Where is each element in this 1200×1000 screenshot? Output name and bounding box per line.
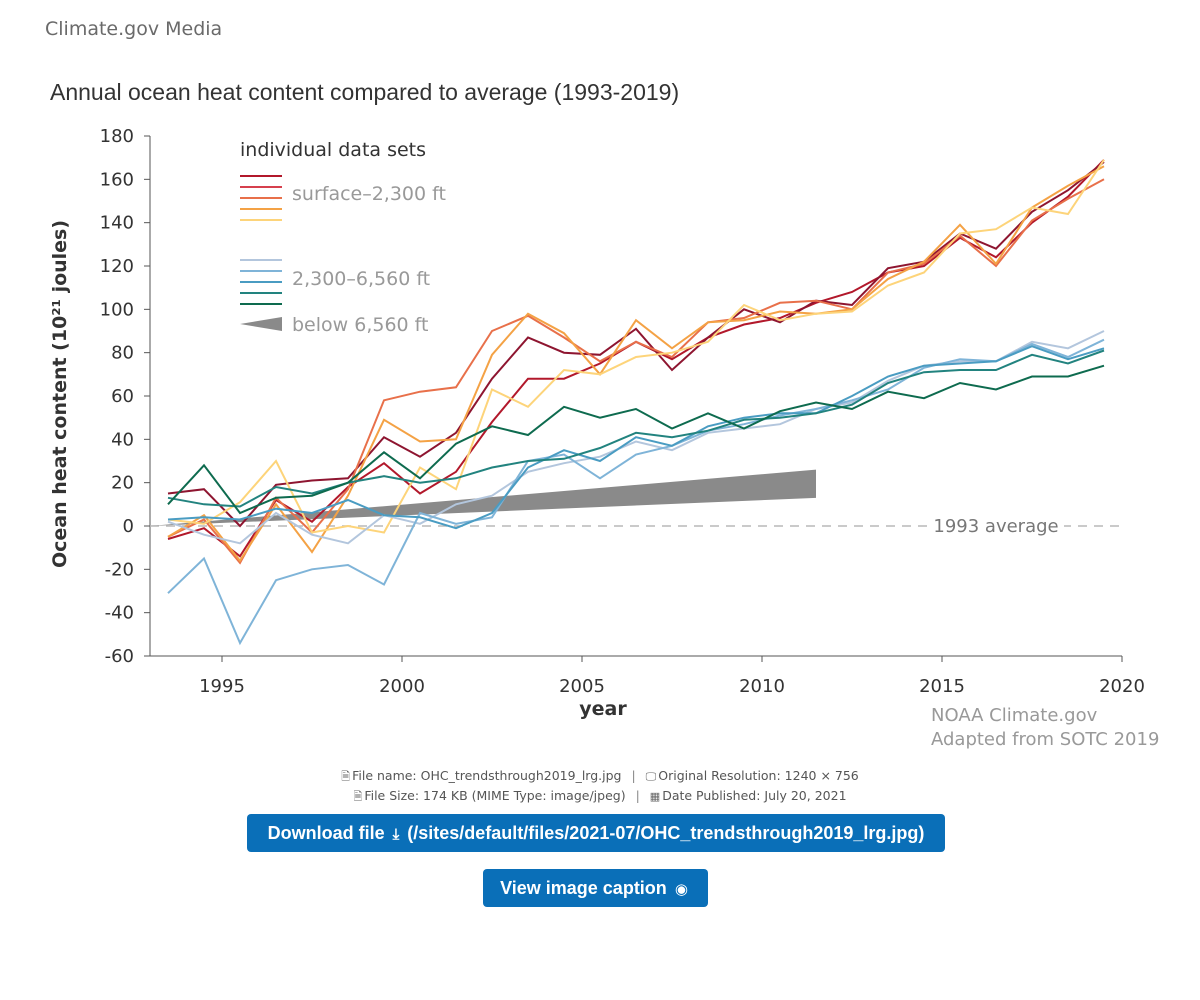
legend-heading: individual data sets: [240, 139, 426, 161]
file-size: File Size: 174 KB (MIME Type: image/jpeg…: [364, 788, 626, 803]
file-info-row-2: 🗎 File Size: 174 KB (MIME Type: image/jpe…: [0, 788, 1200, 807]
x-tick-label: 2015: [919, 676, 965, 697]
baseline-label: 1993 average: [933, 516, 1058, 537]
y-tick-label: 20: [111, 473, 134, 494]
series-group: [167, 159, 1105, 646]
y-tick-label: 120: [100, 256, 134, 277]
y-tick-label: 140: [100, 213, 134, 234]
view-image-caption-button[interactable]: View image caption ◉: [483, 869, 708, 907]
y-tick-label: -60: [105, 646, 134, 667]
x-axis-label: year: [579, 698, 627, 720]
chart-axes: -60 -40 -20 0 20 40 60 80 100 120 140 160 180 1995 200…: [100, 126, 1145, 697]
x-tick-label: 2005: [559, 676, 605, 697]
caption-label: View image caption: [500, 878, 667, 898]
download-path: (/sites/default/files/2021-07/OHC_trends…: [407, 823, 925, 843]
y-tick-label: -40: [105, 603, 134, 624]
y-tick-label: 60: [111, 386, 134, 407]
y-tick-label: 100: [100, 299, 134, 320]
series-line-5: [167, 159, 1105, 534]
baseline-group: 1993 average: [150, 512, 1122, 538]
x-tick-label: 1995: [199, 676, 245, 697]
series-line-2: [167, 161, 1105, 528]
download-file-button[interactable]: Download file ⤓ (/sites/default/files/20…: [247, 814, 945, 852]
y-tick-label: 160: [100, 169, 134, 190]
wedge-group: [150, 469, 816, 526]
file-icon: 🗎: [341, 770, 351, 783]
legend-label-surface: surface–2,300 ft: [292, 183, 446, 205]
separator: |: [631, 768, 636, 783]
x-tick-label: 2000: [379, 676, 425, 697]
ocean-heat-chart: Annual ocean heat content compared to av…: [49, 79, 1159, 750]
x-tick-label: 2010: [739, 676, 785, 697]
series-line-4: [167, 165, 1105, 563]
download-icon: ⤓: [392, 826, 400, 843]
legend-label-deep: below 6,560 ft: [292, 314, 428, 336]
separator: |: [635, 788, 640, 803]
legend-swatch-deep: [240, 317, 282, 331]
series-line-9: [167, 349, 1105, 508]
series-line-7: [167, 338, 1105, 646]
y-axis-label: Ocean heat content (10²¹ joules): [49, 220, 71, 568]
calendar-icon: ▦: [649, 790, 661, 803]
deep-ocean-wedge: [150, 469, 816, 526]
file-icon: 🗎: [353, 790, 363, 803]
date-published: Date Published: July 20, 2021: [662, 788, 847, 803]
y-tick-label: 180: [100, 126, 134, 147]
file-name: File name: OHC_trendsthrough2019_lrg.jpg: [352, 768, 622, 783]
site-label: Climate.gov Media: [45, 18, 223, 40]
y-tick-label: 0: [123, 516, 134, 537]
chart-legend: individual data sets surface–2,300 ft 2,30…: [240, 139, 446, 336]
baseline-label-bg: [928, 512, 1064, 538]
eye-icon: ◉: [674, 881, 688, 898]
file-info-row-1: 🗎 File name: OHC_trendsthrough2019_lrg.jp…: [0, 768, 1200, 787]
y-tick-label: 80: [111, 343, 134, 364]
chart-title: Annual ocean heat content compared to av…: [50, 79, 679, 105]
x-tick-label: 2020: [1099, 676, 1145, 697]
series-line-10: [167, 364, 1105, 515]
original-resolution: Original Resolution: 1240 × 756: [658, 768, 859, 783]
series-line-8: [167, 345, 1105, 530]
credit-line-2: Adapted from SOTC 2019: [931, 729, 1159, 750]
monitor-icon: 🖵: [645, 770, 657, 783]
legend-label-mid: 2,300–6,560 ft: [292, 268, 430, 290]
y-tick-label: -20: [105, 559, 134, 580]
y-tick-label: 40: [111, 429, 134, 450]
download-label: Download file: [267, 823, 385, 843]
credit-line-1: NOAA Climate.gov: [931, 705, 1098, 726]
